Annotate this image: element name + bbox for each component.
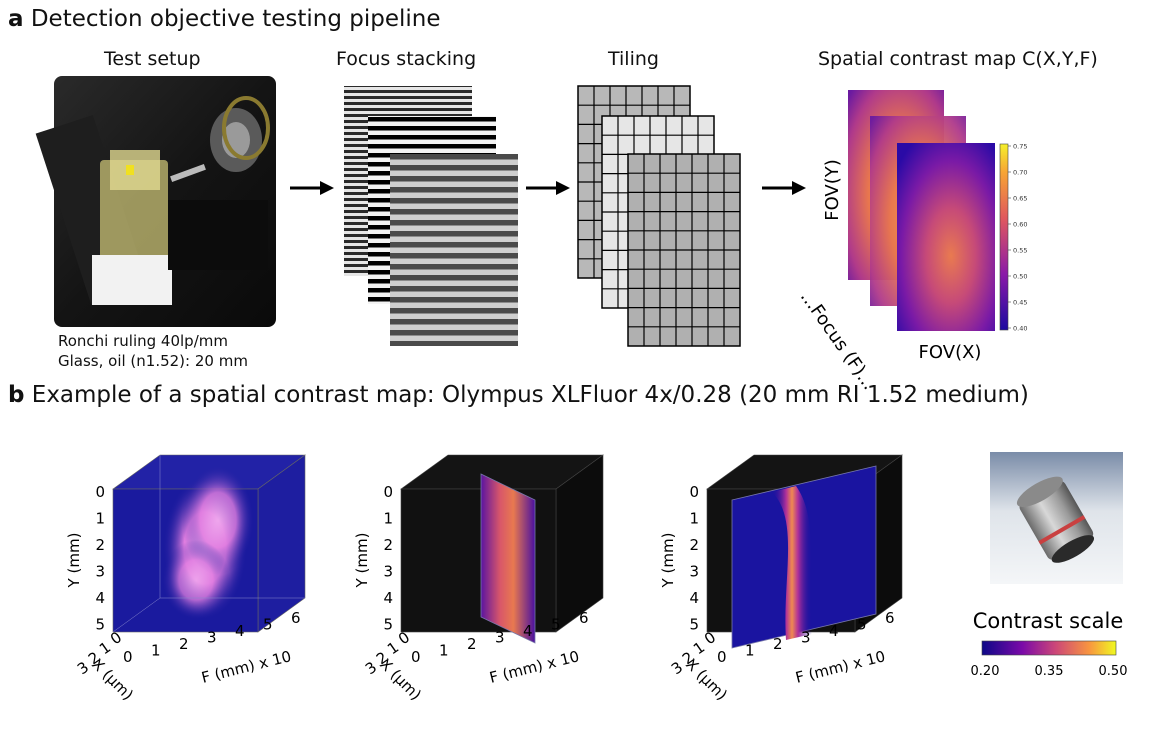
y-axis-label: Y (mm) [65, 533, 83, 589]
map-colorbar-tick-label: 0.70 [1013, 169, 1027, 177]
map-colorbar-tick-label: 0.55 [1013, 247, 1027, 255]
y-tick-label: 2 [689, 536, 699, 554]
y-tick-label: 3 [95, 563, 105, 581]
f-tick-label: 3 [495, 629, 505, 647]
f-tick-label: 4 [235, 622, 245, 640]
f-tick-label: 3 [801, 629, 811, 647]
f-tick-label: 1 [151, 642, 161, 660]
contrast-volume-plot [112, 454, 306, 633]
y-tick-label: 5 [95, 616, 105, 634]
y-tick-label: 4 [689, 589, 699, 607]
y-tick-label: 5 [689, 616, 699, 634]
map-colorbar-tick-label: 0.75 [1013, 143, 1027, 151]
section-b-letter: b [8, 382, 25, 408]
f-tick-label: 6 [885, 609, 895, 627]
f-tick-label: 6 [291, 609, 301, 627]
y-tick-label: 5 [383, 616, 393, 634]
f-tick-label: 1 [439, 642, 449, 660]
f-tick-label: 3 [207, 629, 217, 647]
y-tick-label: 1 [689, 510, 699, 528]
f-tick-label: 0 [411, 648, 421, 666]
contrast-slice-plot [400, 454, 604, 644]
f-tick-label: 4 [829, 622, 839, 640]
tiling-grids [577, 85, 741, 347]
setup-caption-medium: Glass, oil (n1.52): 20 mm [58, 352, 248, 370]
f-tick-label: 0 [123, 648, 133, 666]
y-tick-label: 3 [383, 563, 393, 581]
map-colorbar [999, 143, 1009, 331]
f-tick-label: 5 [857, 616, 867, 634]
tile-grid-3 [627, 153, 741, 347]
y-tick-label: 4 [383, 589, 393, 607]
y-tick-label: 4 [95, 589, 105, 607]
contrast-scale-tick-label: 0.35 [1035, 664, 1064, 679]
y-tick-label: 1 [383, 510, 393, 528]
arrow-setup-to-stack [290, 181, 334, 195]
contrast-section-plot [706, 454, 903, 649]
y-axis-label: Y (mm) [659, 533, 677, 589]
arrow-tiling-to-map [762, 181, 806, 195]
test-setup-heading: Test setup [104, 48, 201, 70]
section-a-letter: a [8, 6, 24, 32]
setup-caption-ruling: Ronchi ruling 40lp/mm [58, 332, 228, 350]
contrast-map-heading: Spatial contrast map C(X,Y,F) [818, 48, 1098, 70]
focus-stack [344, 86, 518, 346]
section-b-title-text: Example of a spatial contrast map: Olymp… [31, 382, 1029, 408]
map-colorbar-tick-label: 0.60 [1013, 221, 1027, 229]
y-tick-label: 0 [383, 483, 393, 501]
contrast-map-stack: 0.750.700.650.600.550.500.450.40 FOV(Y) … [796, 90, 1027, 394]
f-tick-label: 2 [467, 635, 477, 653]
f-tick-label: 6 [579, 609, 589, 627]
f-tick-label: 2 [773, 635, 783, 653]
contrast-scale-bar [981, 640, 1117, 656]
focal-slice [480, 473, 536, 644]
f-tick-label: 4 [523, 622, 533, 640]
arrow-stack-to-tiling [526, 181, 570, 195]
f-tick-label: 5 [263, 616, 273, 634]
map-colorbar-tick-label: 0.65 [1013, 195, 1027, 203]
map-colorbar-tick-label: 0.40 [1013, 325, 1027, 333]
contrast-scale-tick-label: 0.20 [971, 664, 1000, 679]
contrast-scale-tick-label: 0.50 [1099, 664, 1128, 679]
contrast-scale-ticks: 0.20 0.35 0.50 [971, 664, 1128, 679]
y-axis-label: Y (mm) [353, 533, 371, 589]
stack-image-3 [390, 154, 518, 346]
f-axis-label: F (mm) x 10 [794, 647, 887, 687]
f-axis-label: F (mm) x 10 [488, 647, 581, 687]
f-tick-label: 1 [745, 642, 755, 660]
section-a-title-text: Detection objective testing pipeline [30, 6, 441, 32]
map-colorbar-tick-label: 0.50 [1013, 273, 1027, 281]
y-tick-label: 3 [689, 563, 699, 581]
f-axis-label: F (mm) x 10 [200, 647, 293, 687]
y-tick-label: 0 [689, 483, 699, 501]
contrast-scale-title: Contrast scale [973, 609, 1124, 633]
focus-stacking-heading: Focus stacking [336, 48, 477, 70]
map-focus-axis-label: ...Focus (F)... [796, 287, 880, 394]
f-tick-label: 0 [717, 648, 727, 666]
map-colorbar-ticks: 0.75 0.70 0.65 0.60 0.55 0.50 0.45 0.40 [1008, 143, 1027, 333]
y-tick-label: 1 [95, 510, 105, 528]
test-setup-photo [35, 76, 276, 327]
tiling-heading: Tiling [608, 48, 659, 70]
section-a-title: a Detection objective testing pipeline [8, 6, 441, 32]
f-tick-label: 5 [551, 616, 561, 634]
section-b-title: b Example of a spatial contrast map: Oly… [8, 382, 1029, 408]
contrast-map-layer-3 [897, 143, 995, 331]
y-tick-label: 2 [95, 536, 105, 554]
y-tick-label: 0 [95, 483, 105, 501]
map-x-axis-label: FOV(X) [919, 342, 982, 363]
f-tick-label: 2 [179, 635, 189, 653]
map-colorbar-tick-label: 0.45 [1013, 299, 1027, 307]
y-tick-label: 2 [383, 536, 393, 554]
objective-lens-photo [990, 452, 1123, 584]
map-y-axis-label: FOV(Y) [822, 159, 843, 221]
